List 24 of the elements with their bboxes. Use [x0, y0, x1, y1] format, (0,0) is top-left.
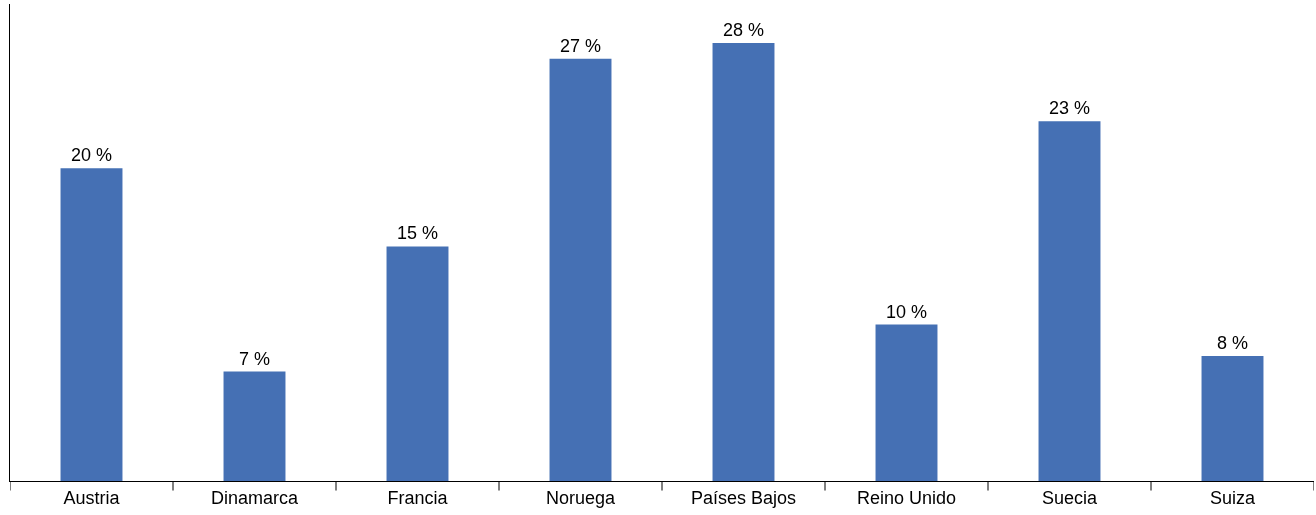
x-tick-label: Austria [63, 487, 121, 508]
x-tick-label: Dinamarca [210, 487, 299, 508]
bar [1201, 355, 1264, 481]
x-tick-label: Reino Unido [856, 487, 957, 508]
x-tick-label: Noruega [545, 487, 617, 508]
bar [1038, 121, 1101, 481]
data-label: 8 % [1216, 332, 1249, 353]
data-label: 15 % [396, 223, 439, 244]
x-tick-label: Suecia [1041, 487, 1098, 508]
bar [875, 324, 938, 481]
bar [386, 246, 449, 481]
x-tick-label: Países Bajos [690, 487, 797, 508]
bar [60, 168, 123, 481]
data-label: 10 % [885, 301, 928, 322]
x-tick-label: Francia [387, 487, 449, 508]
data-label: 27 % [559, 35, 602, 56]
bar [549, 58, 612, 481]
bar [712, 43, 775, 481]
data-label: 23 % [1048, 98, 1091, 119]
x-tick-label: Suiza [1209, 487, 1256, 508]
data-label: 28 % [722, 20, 765, 41]
data-label: 7 % [238, 348, 271, 369]
bar [223, 371, 286, 481]
data-label: 20 % [70, 145, 113, 166]
